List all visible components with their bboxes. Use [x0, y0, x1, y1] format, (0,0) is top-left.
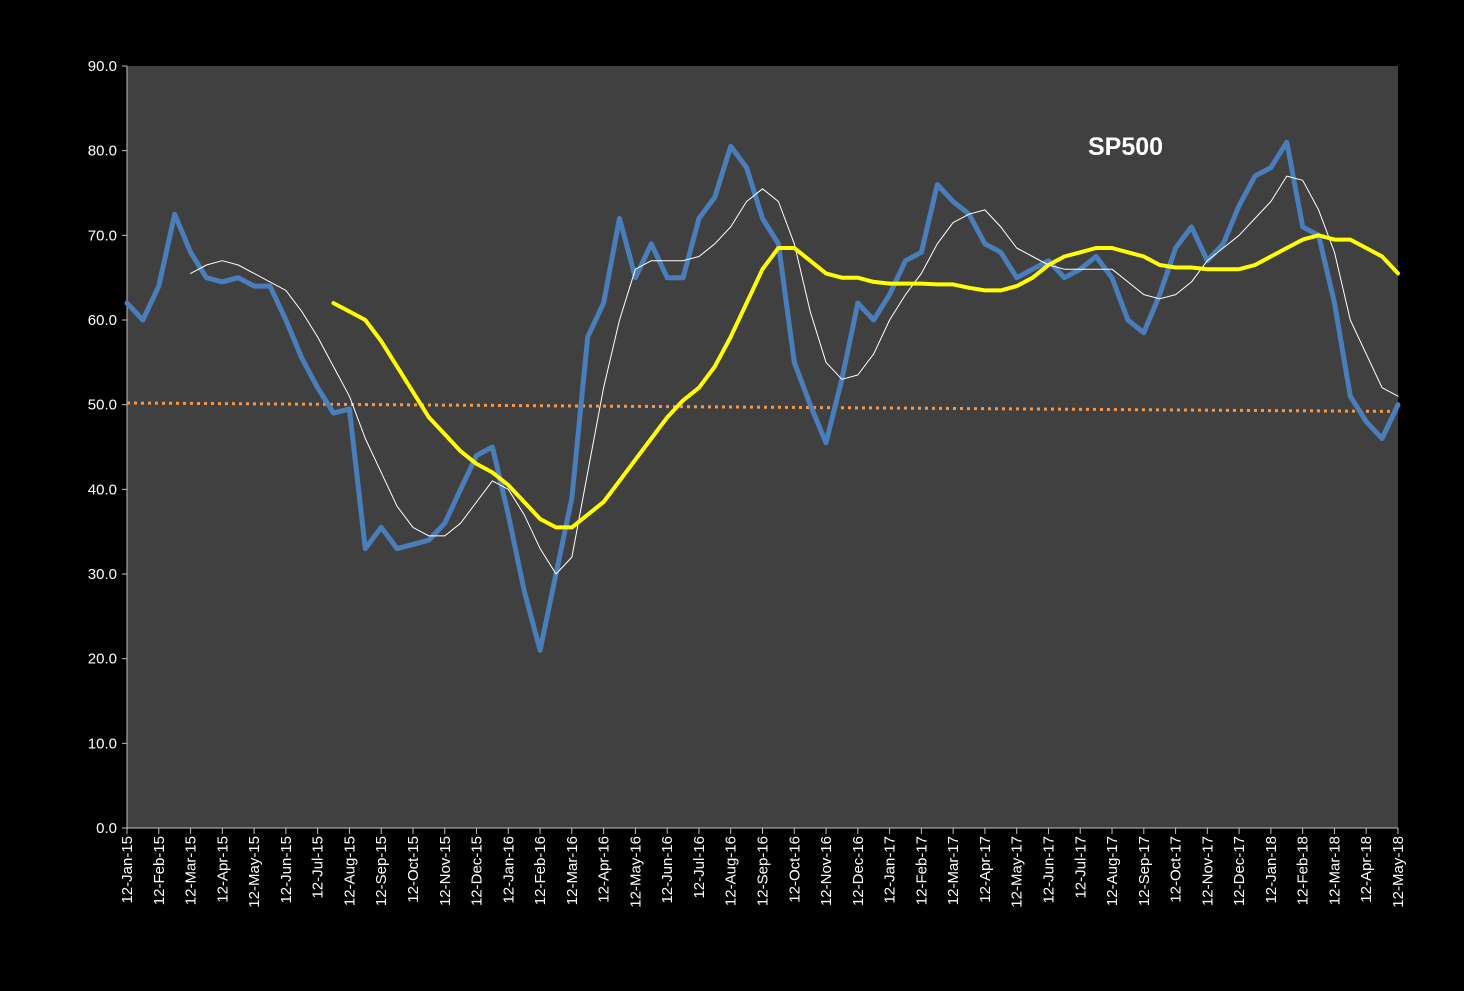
x-tick-label: 12-Oct-17 [1168, 836, 1185, 903]
x-tick-label: 12-Dec-16 [850, 836, 867, 906]
y-tick-label: 50.0 [88, 397, 117, 414]
y-tick-label: 80.0 [88, 143, 117, 160]
x-tick-label: 12-Mar-15 [183, 836, 200, 905]
series-line [331, 233, 1400, 530]
x-tick-label: 12-Apr-15 [214, 836, 231, 903]
plot-area [127, 66, 1398, 828]
x-tick-label: 12-Sep-15 [373, 836, 390, 906]
x-tick-label: 12-Sep-17 [1136, 836, 1153, 906]
x-tick-label: 12-Jan-16 [500, 836, 517, 904]
x-tick-label: 12-Feb-16 [532, 836, 549, 905]
x-tick-label: 12-May-16 [627, 836, 644, 908]
x-tick-label: 12-Jun-16 [659, 836, 676, 904]
x-tick-label: 12-Mar-17 [945, 836, 962, 905]
x-tick-label: 12-Jun-17 [1040, 836, 1057, 904]
x-tick-label: 12-Apr-16 [596, 836, 613, 903]
x-tick-label: 12-Aug-15 [341, 836, 358, 906]
x-tick-label: 12-May-18 [1390, 836, 1407, 908]
y-tick-label: 40.0 [88, 481, 117, 498]
y-tick-label: 20.0 [88, 651, 117, 668]
x-tick-label: 12-Feb-17 [913, 836, 930, 905]
y-tick-label: 90.0 [88, 58, 117, 75]
annotation: SP500 [1088, 133, 1163, 161]
series-line [190, 175, 1399, 575]
x-tick-label: 12-Jan-15 [119, 836, 136, 904]
y-tick-label: 10.0 [88, 735, 117, 752]
x-tick-label: 12-May-17 [1009, 836, 1026, 908]
x-tick-label: 12-Aug-16 [723, 836, 740, 906]
x-tick-label: 12-Sep-16 [755, 836, 772, 906]
y-tick-label: 30.0 [88, 566, 117, 583]
x-tick-label: 12-Mar-16 [564, 836, 581, 905]
series-line [124, 139, 1401, 653]
y-tick-label: 60.0 [88, 312, 117, 329]
trendline [126, 401, 1399, 413]
x-tick-label: 12-Nov-16 [818, 836, 835, 906]
x-tick-label: 12-Jun-15 [278, 836, 295, 904]
y-tick-label: 0.0 [96, 820, 117, 837]
x-tick-label: 12-Oct-16 [786, 836, 803, 903]
y-tick-label: 70.0 [88, 227, 117, 244]
x-tick-label: 12-Jan-17 [882, 836, 899, 904]
x-tick-label: 12-Feb-18 [1295, 836, 1312, 905]
x-tick-label: 12-Oct-15 [405, 836, 422, 903]
x-tick-label: 12-Jan-18 [1263, 836, 1280, 904]
x-tick-label: 12-Jul-15 [310, 836, 327, 899]
x-tick-label: 12-Nov-15 [437, 836, 454, 906]
x-tick-label: 12-Apr-18 [1358, 836, 1375, 903]
x-tick-label: 12-Apr-17 [977, 836, 994, 903]
x-tick-label: 12-Feb-15 [151, 836, 168, 905]
x-tick-label: 12-May-15 [246, 836, 263, 908]
x-tick-label: 12-Aug-17 [1104, 836, 1121, 906]
x-tick-label: 12-Mar-18 [1326, 836, 1343, 905]
x-tick-label: 12-Dec-15 [469, 836, 486, 906]
x-tick-label: 12-Jul-16 [691, 836, 708, 899]
x-tick-label: 12-Dec-17 [1231, 836, 1248, 906]
x-tick-label: 12-Jul-17 [1072, 836, 1089, 899]
x-tick-label: 12-Nov-17 [1199, 836, 1216, 906]
